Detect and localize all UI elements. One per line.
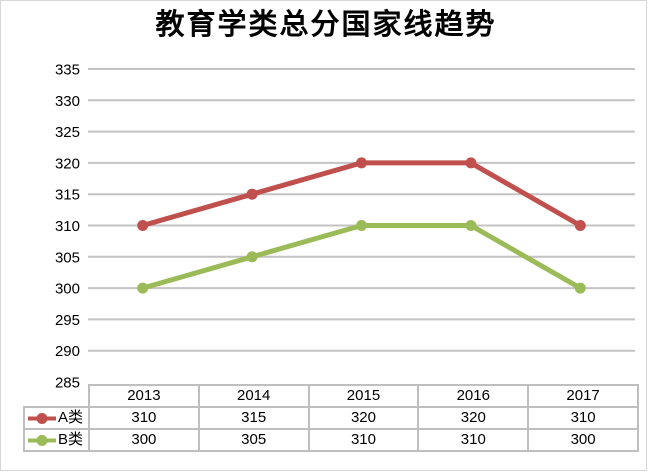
y-axis-tick-label: 320	[55, 155, 80, 172]
chart-title: 教育学类总分国家线趋势	[155, 7, 497, 41]
value-cell: 310	[527, 405, 639, 431]
legend-label: A类	[58, 409, 84, 427]
y-axis-tick-label: 290	[55, 343, 80, 360]
data-table: 2013 2014 2015 2016 2017 A类 310 315 320 320 310 B类 3…	[23, 384, 639, 453]
y-axis-tick-label: 285	[55, 375, 80, 392]
y-axis-tick-label: 330	[55, 93, 80, 110]
data-point-B类	[246, 251, 258, 263]
value-cell: 305	[197, 428, 310, 453]
year-header-cell: 2017	[527, 384, 639, 408]
year-header-cell: 2015	[307, 384, 420, 408]
year-header-cell: 2013	[88, 384, 200, 408]
value-cell: 320	[307, 405, 420, 431]
data-point-A类	[246, 188, 258, 200]
value-cell: 320	[417, 405, 530, 431]
value-cell: 310	[307, 428, 420, 453]
value-cell: 300	[88, 428, 200, 453]
y-axis-tick-label: 305	[55, 249, 80, 266]
value-cell: 300	[527, 428, 639, 453]
data-point-A类	[574, 220, 586, 231]
value-cell: 310	[417, 428, 530, 453]
data-point-B类	[137, 282, 149, 294]
table-header-row: 2013 2014 2015 2016 2017	[24, 384, 639, 408]
value-cell: 315	[197, 405, 310, 431]
y-axis-tick-label: 310	[55, 218, 80, 235]
legend-cell: A类	[23, 405, 90, 431]
data-point-A类	[356, 157, 367, 169]
data-point-B类	[356, 220, 367, 231]
year-header-cell: 2014	[197, 384, 310, 408]
data-point-B类	[465, 220, 477, 231]
y-axis-tick-label: 315	[55, 187, 80, 204]
table-corner-cell	[24, 385, 89, 407]
data-point-B类	[574, 282, 586, 294]
table-row-A类: A类 310 315 320 320 310	[23, 405, 639, 431]
year-header-cell: 2016	[417, 384, 530, 408]
legend-label: B类	[58, 431, 84, 449]
y-axis-tick-label: 295	[55, 312, 80, 329]
y-axis-tick-label: 325	[55, 124, 80, 141]
value-cell: 310	[88, 405, 200, 431]
legend-key-icon	[28, 434, 56, 446]
legend-cell: B类	[23, 428, 90, 453]
y-axis-tick-label: 300	[55, 281, 80, 298]
y-axis-tick-label: 335	[55, 62, 80, 79]
data-point-A类	[465, 157, 477, 169]
legend-key-icon	[28, 412, 56, 424]
table-row-B类: B类 300 305 310 310 300	[23, 428, 639, 453]
data-point-A类	[137, 220, 149, 231]
